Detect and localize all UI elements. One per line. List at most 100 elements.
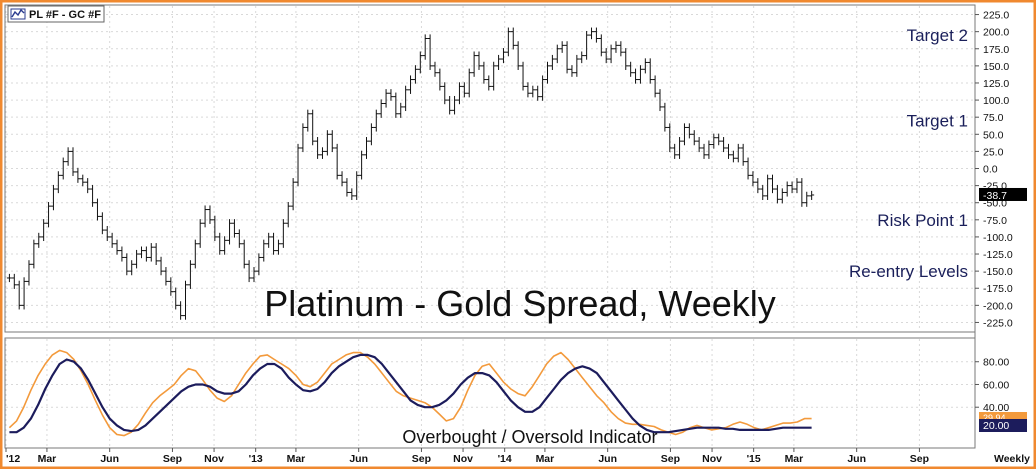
x-tick-label: Nov — [702, 453, 722, 465]
ohlc-bar — [525, 82, 531, 98]
ohlc-bar — [256, 253, 262, 276]
indicator-tick-label: 40.00 — [983, 402, 1009, 414]
price-tick-label: -150.0 — [983, 266, 1013, 278]
ohlc-bar — [755, 178, 761, 194]
ohlc-bar — [447, 95, 453, 115]
x-tick-label: Jun — [349, 453, 368, 465]
x-tick-label: Sep — [412, 453, 431, 465]
ohlc-bar — [231, 219, 237, 238]
ohlc-bar — [696, 137, 702, 153]
annotation-label: Re-entry Levels — [849, 262, 968, 281]
ohlc-bar — [637, 65, 643, 84]
ohlc-bar — [305, 109, 311, 132]
price-tick-label: 125.0 — [983, 78, 1009, 90]
ohlc-bar — [285, 202, 291, 228]
ohlc-bar — [442, 82, 448, 105]
ohlc-bar — [163, 267, 169, 286]
ohlc-bar — [168, 277, 174, 296]
ohlc-bar — [129, 260, 135, 276]
price-bars — [6, 27, 815, 320]
ohlc-bar — [212, 215, 218, 242]
ohlc-bar — [721, 137, 727, 153]
annotation-label: Target 2 — [907, 26, 968, 45]
ohlc-bar — [466, 68, 472, 98]
ohlc-bar — [677, 137, 683, 159]
chart-line-icon — [10, 8, 26, 20]
indicator-last-value-badges: 29.94 20.00 — [979, 412, 1027, 432]
ohlc-bar — [535, 85, 541, 101]
indicator-last-navy: 20.00 — [983, 420, 1009, 432]
x-tick-label: '12 — [6, 453, 20, 465]
ohlc-bar — [114, 239, 120, 255]
ohlc-bar — [672, 143, 678, 159]
ohlc-bar — [544, 61, 550, 84]
ohlc-bar — [574, 54, 580, 77]
ohlc-bar — [589, 27, 595, 40]
ohlc-bar — [124, 253, 130, 276]
ohlc-bar — [16, 280, 22, 310]
ohlc-bar — [799, 178, 805, 207]
ohlc-bar — [319, 147, 325, 159]
x-tick-label: Weekly — [994, 453, 1030, 465]
ohlc-bar — [657, 89, 663, 112]
ohlc-bar — [515, 41, 521, 70]
ohlc-bar — [789, 181, 795, 194]
ohlc-bar — [398, 102, 404, 118]
ohlc-bar — [642, 58, 648, 74]
ohlc-bar — [207, 205, 213, 224]
ohlc-bar — [236, 229, 242, 248]
ohlc-bar — [158, 256, 164, 276]
ohlc-bar — [701, 143, 707, 159]
ohlc-bar — [510, 27, 516, 50]
legend[interactable]: PL #F - GC #F — [7, 5, 105, 23]
ohlc-bar — [481, 61, 487, 84]
ohlc-bar — [408, 75, 414, 94]
ohlc-bar — [202, 205, 208, 228]
x-tick-label: Sep — [661, 453, 680, 465]
ohlc-bar — [354, 171, 360, 200]
ohlc-bar — [725, 143, 731, 159]
ohlc-bar — [109, 232, 115, 248]
ohlc-bar — [138, 246, 144, 259]
ohlc-bar — [716, 133, 722, 146]
ohlc-bar — [603, 48, 609, 64]
ohlc-bar — [31, 239, 37, 269]
ohlc-bar — [730, 150, 736, 163]
ohlc-bar — [500, 48, 506, 64]
ohlc-bar — [427, 34, 433, 70]
ohlc-bar — [456, 82, 462, 105]
ohlc-bar — [686, 123, 692, 139]
ohlc-bar — [65, 147, 71, 166]
ohlc-bar — [388, 89, 394, 101]
x-tick-label: Mar — [38, 453, 57, 465]
ohlc-bar — [740, 143, 746, 166]
x-tick-label: '13 — [249, 453, 263, 465]
ohlc-bar — [266, 232, 272, 248]
x-tick-label: Nov — [453, 453, 473, 465]
ohlc-bar — [681, 123, 687, 146]
ohlc-bar — [623, 48, 629, 70]
legend-label: PL #F - GC #F — [29, 9, 101, 21]
ohlc-bar — [295, 143, 301, 187]
ohlc-bar — [706, 140, 712, 159]
ohlc-bar — [148, 243, 154, 262]
ohlc-bar — [94, 198, 100, 221]
price-tick-label: 175.0 — [983, 44, 1009, 56]
indicator-tick-label: 60.00 — [983, 379, 1009, 391]
ohlc-bar — [280, 219, 286, 248]
price-tick-label: -100.0 — [983, 232, 1013, 244]
ohlc-bar — [227, 219, 233, 245]
ohlc-bar — [530, 85, 536, 98]
ohlc-bar — [564, 41, 570, 74]
ohlc-bar — [745, 157, 751, 180]
ohlc-bar — [520, 61, 526, 91]
x-tick-label: Sep — [163, 453, 182, 465]
x-tick-label: Jun — [598, 453, 617, 465]
ohlc-bar — [774, 184, 780, 204]
x-tick-label: Mar — [287, 453, 306, 465]
price-tick-label: 100.0 — [983, 95, 1009, 107]
ohlc-bar — [80, 174, 86, 187]
ohlc-bar — [579, 51, 585, 64]
ohlc-bar — [779, 188, 785, 204]
